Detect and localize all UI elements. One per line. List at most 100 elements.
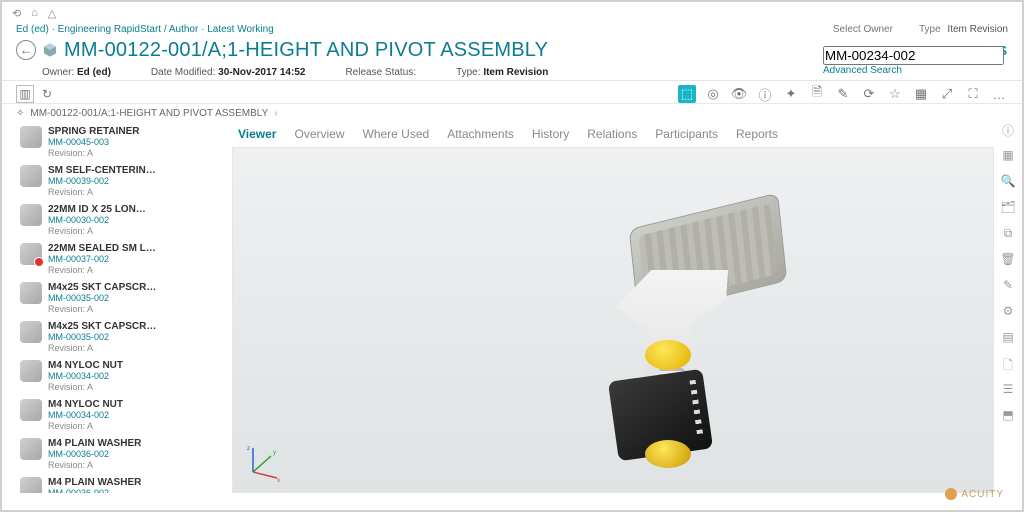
rail-icon-8[interactable]: ▤ — [1000, 330, 1016, 346]
context-breadcrumb[interactable]: Ed (ed) · Engineering RapidStart / Autho… — [16, 24, 274, 35]
part-thumb-icon — [20, 204, 42, 226]
part-number[interactable]: MM-00039-002 — [48, 176, 156, 187]
part-number[interactable]: MM-00036-002 — [48, 488, 141, 493]
part-number[interactable]: MM-00034-002 — [48, 410, 123, 421]
bom-item[interactable]: 22MM SEALED SM L… MM-00037-002 Revision:… — [16, 240, 232, 279]
part-thumb-icon — [20, 399, 42, 421]
toolbar-icon-6[interactable]: ✎ — [834, 85, 852, 103]
datemod-value: 30-Nov-2017 14:52 — [218, 67, 305, 78]
rail-icon-9[interactable]: 🗋 — [1000, 356, 1016, 372]
part-number[interactable]: MM-00045-003 — [48, 137, 140, 148]
viewer-tab-relations[interactable]: Relations — [587, 127, 637, 141]
bom-item[interactable]: M4x25 SKT CAPSCR… MM-00035-002 Revision:… — [16, 279, 232, 318]
part-number[interactable]: MM-00035-002 — [48, 293, 156, 304]
bom-item[interactable]: M4 PLAIN WASHER MM-00036-002 Revision: A — [16, 474, 232, 493]
part-name: 22MM ID X 25 LON… — [48, 204, 146, 215]
viewer-tab-history[interactable]: History — [532, 127, 569, 141]
part-name: 22MM SEALED SM L… — [48, 243, 156, 254]
toolbar-icon-8[interactable]: ☆ — [886, 85, 904, 103]
3d-viewer[interactable]: x y z — [232, 147, 994, 493]
layout-toggle-icon[interactable]: ▥ — [16, 85, 34, 103]
part-revision: Revision: A — [48, 187, 156, 198]
action-toolbar: ⬚ ◎ 👁 ⓘ ✦ 🗎 ✎ ⟳ ☆ ▦ ⤢ ⛶ … — [678, 85, 1008, 103]
part-revision: Revision: A — [48, 265, 156, 276]
svg-text:x: x — [277, 478, 280, 482]
bom-item[interactable]: 22MM ID X 25 LON… MM-00030-002 Revision:… — [16, 201, 232, 240]
part-number[interactable]: MM-00037-002 — [48, 254, 156, 265]
relstat-label: Release Status: — [345, 67, 416, 78]
toolbar-icon-12[interactable]: … — [990, 85, 1008, 103]
part-name: M4x25 SKT CAPSCR… — [48, 321, 156, 332]
rail-icon-6[interactable]: ✎ — [1000, 278, 1016, 294]
toolbar-icon-3[interactable]: ⓘ — [756, 85, 774, 103]
part-revision: Revision: A — [48, 460, 141, 471]
part-revision: Revision: A — [48, 382, 123, 393]
rail-icon-11[interactable]: ⬒ — [1000, 408, 1016, 424]
rail-icon-0[interactable]: ⓘ — [1000, 122, 1016, 138]
viewer-tab-overview[interactable]: Overview — [294, 127, 344, 141]
part-name: M4 NYLOC NUT — [48, 399, 123, 410]
bom-item[interactable]: M4 NYLOC NUT MM-00034-002 Revision: A — [16, 396, 232, 435]
part-number[interactable]: MM-00036-002 — [48, 449, 141, 460]
history-back-icon[interactable]: ⟲ — [12, 7, 21, 20]
back-button[interactable]: ← — [16, 40, 36, 60]
rail-icon-7[interactable]: ⚙ — [1000, 304, 1016, 320]
toolbar-icon-0[interactable]: ⬚ — [678, 85, 696, 103]
bom-item[interactable]: SPRING RETAINER MM-00045-003 Revision: A — [16, 123, 232, 162]
view-toolbar-row: ▥ ↻ ⬚ ◎ 👁 ⓘ ✦ 🗎 ✎ ⟳ ☆ ▦ ⤢ ⛶ … — [2, 81, 1022, 104]
rail-icon-3[interactable]: 🗂 — [1000, 200, 1016, 216]
part-thumb-icon — [20, 282, 42, 304]
rail-icon-2[interactable]: 🔍 — [1000, 174, 1016, 190]
toolbar-icon-9[interactable]: ▦ — [912, 85, 930, 103]
type-value[interactable]: Item Revision — [947, 24, 1008, 35]
3d-model[interactable] — [583, 210, 783, 470]
bom-item[interactable]: M4 PLAIN WASHER MM-00036-002 Revision: A — [16, 435, 232, 474]
alert-icon[interactable]: △ — [48, 7, 56, 20]
part-number[interactable]: MM-00034-002 — [48, 371, 123, 382]
item-type-icon — [42, 42, 58, 58]
toolbar-icon-5[interactable]: 🗎 — [808, 85, 826, 103]
viewer-tab-viewer[interactable]: Viewer — [238, 127, 276, 141]
window-chrome: ⟲ ⌂ △ — [2, 2, 1022, 24]
rail-icon-4[interactable]: ⧉ — [1000, 226, 1016, 242]
viewer-tab-where-used[interactable]: Where Used — [363, 127, 430, 141]
advanced-search-link[interactable]: Advanced Search — [823, 65, 1004, 76]
type-label: Type — [919, 24, 941, 35]
rail-icon-10[interactable]: ☰ — [1000, 382, 1016, 398]
chevron-right-icon: › — [274, 108, 277, 119]
bom-item[interactable]: SM SELF-CENTERIN… MM-00039-002 Revision:… — [16, 162, 232, 201]
bom-item[interactable]: M4 NYLOC NUT MM-00034-002 Revision: A — [16, 357, 232, 396]
viewer-tab-participants[interactable]: Participants — [655, 127, 718, 141]
toolbar-icon-1[interactable]: ◎ — [704, 85, 722, 103]
owner-value: Ed (ed) — [77, 67, 111, 78]
part-name: M4 PLAIN WASHER — [48, 438, 141, 449]
inner-breadcrumb[interactable]: ✧ MM-00122-001/A;1-HEIGHT AND PIVOT ASSE… — [2, 104, 1022, 123]
viewer-tab-reports[interactable]: Reports — [736, 127, 778, 141]
toolbar-icon-2[interactable]: 👁 — [730, 85, 748, 103]
rail-icon-5[interactable]: 🗑 — [1000, 252, 1016, 268]
part-name: SPRING RETAINER — [48, 126, 140, 137]
part-thumb-icon — [20, 126, 42, 148]
search-input[interactable] — [823, 46, 1004, 65]
page-title: MM-00122-001/A;1-HEIGHT AND PIVOT ASSEMB… — [64, 39, 548, 62]
search-zone: Select Owner Type Item Revision — [833, 24, 1008, 35]
toolbar-icon-7[interactable]: ⟳ — [860, 85, 878, 103]
part-number[interactable]: MM-00030-002 — [48, 215, 146, 226]
toolbar-icon-10[interactable]: ⤢ — [938, 85, 956, 103]
bom-tree[interactable]: SPRING RETAINER MM-00045-003 Revision: A… — [2, 123, 232, 493]
home-icon[interactable]: ⌂ — [31, 7, 38, 19]
refresh-icon[interactable]: ↻ — [38, 85, 56, 103]
viewer-tab-attachments[interactable]: Attachments — [447, 127, 514, 141]
part-name: M4 PLAIN WASHER — [48, 477, 141, 488]
select-owner-label: Select Owner — [833, 24, 893, 35]
bom-item[interactable]: M4x25 SKT CAPSCR… MM-00035-002 Revision:… — [16, 318, 232, 357]
part-thumb-icon — [20, 165, 42, 187]
part-number[interactable]: MM-00035-002 — [48, 332, 156, 343]
rail-icon-1[interactable]: ▦ — [1000, 148, 1016, 164]
search-box-wrap: Advanced Search — [823, 46, 1004, 76]
toolbar-icon-11[interactable]: ⛶ — [964, 85, 982, 103]
part-name: M4x25 SKT CAPSCR… — [48, 282, 156, 293]
type-label2: Type: — [456, 67, 480, 78]
datemod-label: Date Modified: — [151, 67, 215, 78]
toolbar-icon-4[interactable]: ✦ — [782, 85, 800, 103]
